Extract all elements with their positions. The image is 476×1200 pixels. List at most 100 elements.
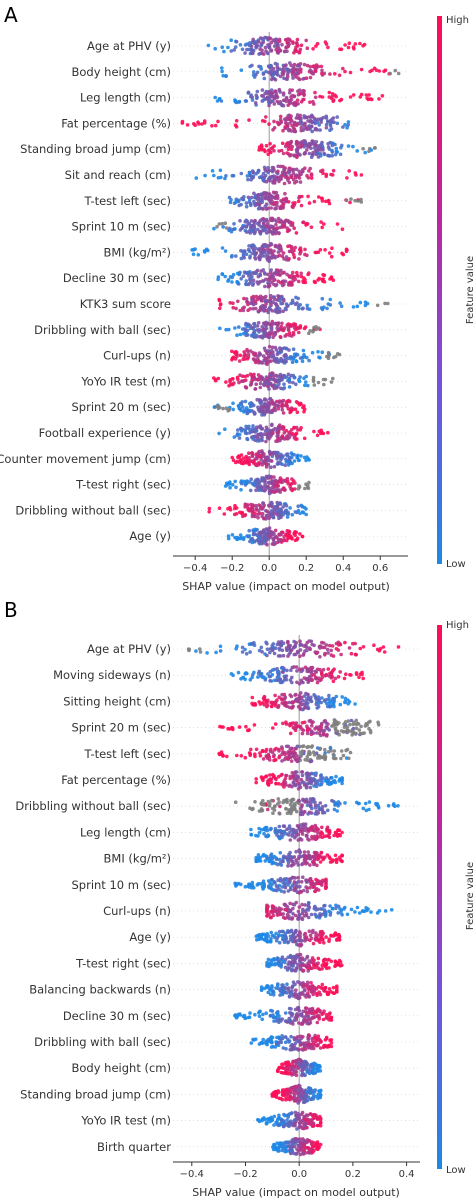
shap-point xyxy=(303,702,307,706)
shap-point xyxy=(327,693,331,698)
shap-point xyxy=(287,378,292,382)
shap-point xyxy=(320,675,325,680)
shap-point xyxy=(286,639,290,644)
shap-point xyxy=(361,676,366,681)
shap-point xyxy=(278,454,282,458)
shap-point xyxy=(269,268,274,272)
shap-point xyxy=(282,221,287,225)
shap-point xyxy=(283,125,288,129)
shap-point xyxy=(277,755,281,760)
shap-point xyxy=(314,651,319,656)
shap-point xyxy=(333,931,338,935)
shap-point xyxy=(260,650,264,654)
shap-point xyxy=(248,254,252,258)
shap-point xyxy=(324,673,329,677)
shap-point xyxy=(329,933,333,938)
shap-point xyxy=(295,150,299,154)
shap-point xyxy=(267,283,272,288)
shap-point xyxy=(281,934,285,938)
shap-point xyxy=(257,535,261,540)
shap-point xyxy=(269,241,273,246)
shap-point xyxy=(272,44,277,48)
shap-point xyxy=(288,99,292,103)
shap-point xyxy=(270,673,275,677)
x-tick-label: −0.2 xyxy=(233,1169,257,1180)
shap-point xyxy=(302,407,307,412)
shap-point xyxy=(281,164,285,169)
shap-point xyxy=(258,352,263,357)
shap-point xyxy=(254,747,259,752)
shap-point xyxy=(280,434,285,438)
shap-point xyxy=(306,850,311,854)
shap-point xyxy=(361,806,366,811)
shap-point xyxy=(298,642,303,647)
shap-point xyxy=(358,646,363,651)
shap-point xyxy=(340,227,345,231)
shap-point xyxy=(273,255,278,260)
shap-point xyxy=(298,144,303,149)
shap-point xyxy=(261,217,265,221)
shap-point xyxy=(332,667,336,671)
shap-point xyxy=(349,197,353,201)
shap-point xyxy=(333,718,337,723)
shap-point xyxy=(267,192,272,196)
shap-point xyxy=(254,360,258,365)
shap-point xyxy=(328,856,332,861)
shap-point xyxy=(279,643,284,648)
shap-point xyxy=(284,67,289,71)
shap-point xyxy=(277,253,282,258)
shap-point xyxy=(250,195,254,200)
shap-point xyxy=(246,534,251,539)
shap-point xyxy=(304,458,308,463)
shap-point xyxy=(280,835,284,840)
shap-point xyxy=(274,230,279,234)
shap-point xyxy=(263,828,267,832)
shap-point xyxy=(253,387,257,391)
shap-point xyxy=(300,803,304,807)
shap-point xyxy=(303,486,307,491)
shap-point xyxy=(306,752,311,756)
shap-point xyxy=(320,825,324,830)
shap-point xyxy=(261,327,266,331)
shap-point xyxy=(219,725,224,729)
shap-point xyxy=(241,197,245,202)
shap-point xyxy=(275,456,279,461)
shap-point xyxy=(265,224,270,229)
shap-point xyxy=(352,720,356,725)
shap-point xyxy=(330,95,334,99)
shap-point xyxy=(220,221,224,226)
shap-point xyxy=(268,275,272,279)
shap-point xyxy=(274,856,279,860)
shap-point xyxy=(322,382,326,387)
shap-point xyxy=(255,538,259,543)
shap-point xyxy=(324,116,329,120)
shap-point xyxy=(297,912,302,917)
shap-point xyxy=(267,491,272,496)
shap-point xyxy=(330,173,335,177)
shap-point xyxy=(325,725,329,729)
shap-point xyxy=(308,863,312,867)
shap-point xyxy=(329,676,334,680)
shap-point xyxy=(300,727,304,731)
shap-point xyxy=(288,901,292,906)
shap-point xyxy=(317,123,322,127)
shap-point xyxy=(311,797,315,801)
shap-point xyxy=(253,752,257,756)
shap-point xyxy=(335,833,339,837)
shap-point xyxy=(278,490,283,494)
shap-point xyxy=(292,645,297,649)
shap-point xyxy=(296,428,300,432)
shap-point xyxy=(275,62,280,67)
shap-point xyxy=(302,152,307,156)
shap-point xyxy=(250,224,254,228)
shap-point xyxy=(256,405,260,410)
shap-point xyxy=(286,433,291,438)
shap-point xyxy=(307,331,311,336)
shap-point xyxy=(251,437,255,441)
shap-point xyxy=(299,126,304,130)
shap-point xyxy=(316,756,320,760)
shap-point xyxy=(329,648,334,653)
shap-point xyxy=(228,301,232,305)
shap-point xyxy=(309,69,314,74)
shap-point xyxy=(250,40,255,44)
